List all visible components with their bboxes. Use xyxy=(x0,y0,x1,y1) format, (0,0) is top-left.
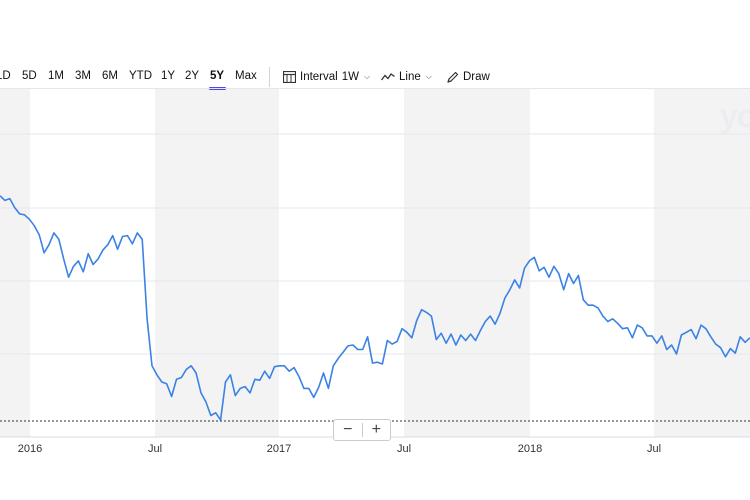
range-5y-button[interactable]: 5Y xyxy=(210,70,225,82)
chart-top-border xyxy=(0,88,750,89)
x-tick-label: Jul xyxy=(647,443,661,455)
zoom-in-button[interactable]: + xyxy=(371,421,381,438)
interval-icon xyxy=(283,71,296,83)
range-6m-button[interactable]: 6M xyxy=(102,70,118,82)
range-1y-button[interactable]: 1Y xyxy=(161,70,176,82)
price-line-series[interactable] xyxy=(0,195,750,421)
pencil-icon xyxy=(447,71,459,83)
shaded-period-band xyxy=(654,89,750,437)
zoom-out-button[interactable]: − xyxy=(343,421,353,438)
interval-button[interactable]: Interval 1W ⌵ xyxy=(283,67,370,87)
shaded-period-band xyxy=(404,89,530,437)
x-tick-label: 2017 xyxy=(267,443,291,455)
chart-type-label: Line xyxy=(399,71,421,83)
zoom-divider xyxy=(361,423,363,437)
x-tick-label: Jul xyxy=(148,443,162,455)
chevron-down-icon: ⌵ xyxy=(363,72,371,81)
interval-label: Interval xyxy=(300,71,338,83)
range-1m-button[interactable]: 1M xyxy=(48,70,64,82)
range-2y-button[interactable]: 2Y xyxy=(185,70,200,82)
chart-type-button[interactable]: Line ⌵ xyxy=(381,67,432,87)
range-1d-button[interactable]: 1D xyxy=(0,70,11,82)
range-3m-button[interactable]: 3M xyxy=(75,70,91,82)
range-max-button[interactable]: Max xyxy=(235,70,257,82)
x-tick-label: Jul xyxy=(397,443,411,455)
x-axis-tick-labels: 2016 Jul 2017 Jul 2018 Jul xyxy=(18,443,661,455)
toolbar-divider xyxy=(269,67,270,87)
chevron-down-icon: ⌵ xyxy=(425,72,432,81)
range-5d-button[interactable]: 5D xyxy=(22,70,37,82)
shaded-period-band xyxy=(0,89,30,437)
chart-shaded-periods xyxy=(0,89,750,437)
brand-watermark: yo xyxy=(720,98,750,134)
x-tick-label: 2016 xyxy=(18,443,42,455)
draw-button[interactable]: Draw xyxy=(447,67,490,87)
interval-value: 1W xyxy=(341,71,359,83)
zoom-control: − + xyxy=(333,419,391,441)
draw-label: Draw xyxy=(463,71,490,83)
chart-toolbar: 1D 5D 1M 3M 6M YTD 1Y 2Y 5Y Max Interval… xyxy=(0,62,750,90)
x-tick-label: 2018 xyxy=(518,443,542,455)
shaded-period-band xyxy=(155,89,279,437)
range-ytd-button[interactable]: YTD xyxy=(129,70,152,82)
chart-gridlines xyxy=(0,133,750,438)
line-chart-icon xyxy=(381,73,395,81)
